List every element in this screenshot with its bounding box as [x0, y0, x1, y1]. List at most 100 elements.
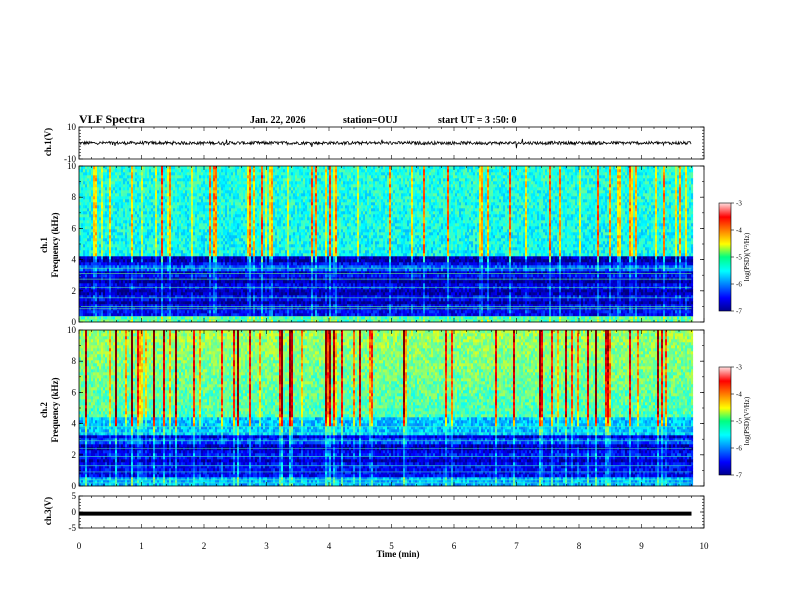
spectrogram-cell: [109, 298, 112, 302]
spectrogram-cell: [111, 235, 114, 239]
spectrogram-cell: [151, 271, 154, 275]
spectrogram-cell: [199, 199, 202, 203]
spectrogram-cell: [225, 193, 228, 197]
spectrogram-cell: [81, 319, 84, 323]
spectrogram-cell: [133, 232, 136, 236]
spectrogram-cell: [177, 190, 180, 194]
spectrogram-cell: [223, 190, 226, 194]
spectrogram-cell: [181, 250, 184, 254]
spectrogram-cell: [159, 238, 162, 242]
spectrogram-cell: [197, 235, 200, 239]
spectrogram-cell: [131, 217, 134, 221]
spectrogram-cell: [153, 271, 156, 275]
spectrogram-cell: [95, 295, 98, 299]
spectrogram-cell: [195, 184, 198, 188]
spectrogram-cell: [265, 280, 268, 284]
spectrogram-cell: [89, 181, 92, 185]
spectrogram-cell: [115, 196, 118, 200]
spectrogram-cell: [211, 229, 214, 233]
spectrogram-cell: [143, 238, 146, 242]
spectrogram-cell: [187, 238, 190, 242]
spectrogram-cell: [99, 244, 102, 248]
spectrogram-cell: [207, 274, 210, 278]
spectrogram-cell: [141, 292, 144, 296]
spectrogram-cell: [249, 244, 252, 248]
spectrogram-cell: [249, 295, 252, 299]
spectrogram-cell: [135, 175, 138, 179]
spectrogram-cell: [147, 262, 150, 266]
spectrogram-cell: [199, 229, 202, 233]
spectrogram-cell: [253, 178, 256, 182]
spectrogram-cell: [169, 319, 172, 323]
spectrogram-cell: [243, 298, 246, 302]
spectrogram-cell: [265, 316, 268, 320]
spectrogram-cell: [177, 259, 180, 263]
spectrogram-cell: [173, 289, 176, 293]
spectrogram-cell: [133, 214, 136, 218]
spectrogram-cell: [81, 268, 84, 272]
spectrogram-cell: [115, 319, 118, 323]
spectrogram-cell: [203, 271, 206, 275]
spectrogram-cell: [241, 316, 244, 320]
spectrogram-cell: [223, 214, 226, 218]
spectrogram-cell: [195, 292, 198, 296]
spectrogram-cell: [189, 166, 192, 170]
spectrogram-cell: [97, 268, 100, 272]
spectrogram-cell: [177, 235, 180, 239]
spectrogram-cell: [183, 310, 186, 314]
spectrogram-cell: [139, 184, 142, 188]
spectrogram-cell: [111, 172, 114, 176]
spectrogram-cell: [173, 256, 176, 260]
spectrogram-cell: [191, 280, 194, 284]
spectrogram-cell: [139, 232, 142, 236]
spectrogram-cell: [221, 277, 224, 281]
spectrogram-cell: [201, 313, 204, 317]
spectrogram-cell: [117, 265, 120, 269]
spectrogram-cell: [121, 178, 124, 182]
spectrogram-cell: [95, 190, 98, 194]
spectrogram-cell: [223, 304, 226, 308]
spectrogram-cell: [103, 220, 106, 224]
spectrogram-cell: [177, 289, 180, 293]
spectrogram-cell: [255, 247, 258, 251]
spectrogram-cell: [237, 205, 240, 209]
spectrogram-cell: [231, 280, 234, 284]
spectrogram-cell: [177, 232, 180, 236]
spectrogram-cell: [213, 193, 216, 197]
spectrogram-cell: [209, 295, 212, 299]
spectrogram-cell: [91, 169, 94, 173]
spectrogram-cell: [255, 301, 258, 305]
spectrogram-cell: [83, 301, 86, 305]
spectrogram-cell: [133, 196, 136, 200]
spectrogram-cell: [183, 190, 186, 194]
spectrogram-cell: [215, 223, 218, 227]
spectrogram-cell: [179, 277, 182, 281]
spectrogram-cell: [137, 187, 140, 191]
spectrogram-cell: [141, 259, 144, 263]
spectrogram-cell: [189, 259, 192, 263]
spectrogram-cell: [121, 271, 124, 275]
spectrogram-cell: [257, 181, 260, 185]
spectrogram-cell: [159, 268, 162, 272]
spectrogram-cell: [121, 259, 124, 263]
spectrogram-cell: [247, 208, 250, 212]
spectrogram-cell: [205, 304, 208, 308]
spectrogram-cell: [255, 166, 258, 170]
spectrogram-cell: [183, 223, 186, 227]
spectrogram-cell: [123, 298, 126, 302]
spectrogram-cell: [175, 211, 178, 215]
spectrogram-cell: [177, 316, 180, 320]
spectrogram-cell: [209, 178, 212, 182]
spectrogram-cell: [161, 250, 164, 254]
spectrogram-cell: [159, 301, 162, 305]
spectrogram-cell: [115, 298, 118, 302]
spectrogram-cell: [237, 190, 240, 194]
spectrogram-cell: [97, 244, 100, 248]
spectrogram-cell: [123, 292, 126, 296]
spectrogram-cell: [215, 271, 218, 275]
spectrogram-cell: [149, 214, 152, 218]
spectrogram-cell: [145, 268, 148, 272]
spectrogram-cell: [161, 199, 164, 203]
spectrogram-cell: [109, 190, 112, 194]
spectrogram-cell: [181, 187, 184, 191]
